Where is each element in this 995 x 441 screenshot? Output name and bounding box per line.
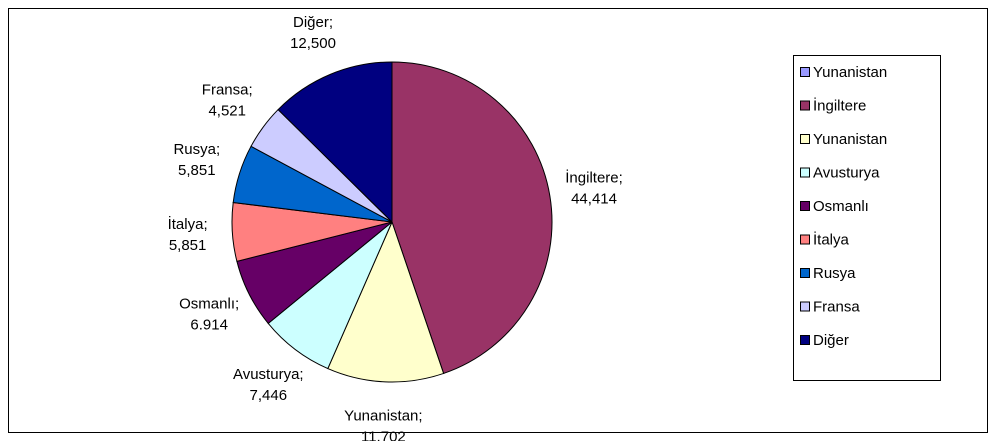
data-label-separator: ; [418, 408, 422, 425]
pie-slice [327, 220, 445, 383]
data-label-category: Osmanlı [179, 295, 235, 312]
legend-swatch [800, 134, 810, 144]
data-label-category: İtalya [168, 215, 205, 233]
legend-box [793, 55, 941, 381]
data-label: İtalya; 5,851 [168, 215, 208, 254]
legend-label: Fransa [813, 298, 860, 315]
data-label-separator: ; [248, 81, 252, 98]
legend-swatch [800, 201, 810, 211]
legend-label: Osmanlı [813, 198, 869, 215]
data-label-value: 6.914 [190, 316, 228, 333]
data-label: Fransa; 4,521 [202, 81, 253, 119]
pie-slice [391, 61, 553, 375]
data-label-category: Diğer [293, 14, 329, 31]
data-label-value: 7,446 [250, 387, 288, 404]
legend-swatch [800, 67, 810, 77]
data-label-category: Avusturya [233, 366, 300, 383]
data-label: İngiltere; 44,414 [565, 168, 623, 207]
legend-swatch [800, 167, 810, 178]
legend-label: İtalya [813, 230, 850, 248]
data-label-separator: ; [299, 366, 303, 383]
data-label-value: 11,702 [361, 429, 406, 441]
pie-slice [277, 61, 393, 224]
data-label-separator: ; [235, 295, 239, 312]
legend-swatch [800, 268, 810, 278]
data-label-separator: ; [203, 216, 207, 233]
data-label-value: 5,851 [178, 162, 216, 179]
legend-label: Avusturya [813, 164, 880, 181]
data-label: Diğer; 12,500 [290, 14, 336, 52]
legend-swatch [800, 335, 810, 345]
data-label: Yunanistan; 11,702 [344, 408, 422, 441]
data-label: Osmanlı; 6.914 [179, 295, 239, 333]
data-label-value: 5,851 [169, 237, 207, 254]
legend-label: Yunanistan [813, 64, 887, 81]
legend-label: İngiltere [813, 96, 866, 114]
data-label: Rusya; 5,851 [173, 141, 220, 179]
data-label-category: Yunanistan [344, 408, 418, 425]
data-label-category: Rusya [173, 141, 216, 158]
data-label-separator: ; [216, 141, 220, 158]
legend-label: Yunanistan [813, 131, 887, 148]
legend-swatch [800, 100, 810, 111]
data-label-value: 44,414 [571, 190, 617, 207]
legend-label: Diğer [813, 332, 849, 349]
data-label-category: Fransa [202, 81, 249, 98]
data-label: Avusturya; 7,446 [233, 366, 304, 404]
data-label-separator: ; [329, 14, 333, 31]
data-label-separator: ; [619, 169, 623, 186]
legend-label: Rusya [813, 265, 856, 282]
data-label-value: 4,521 [208, 102, 246, 119]
data-label-value: 12,500 [290, 35, 336, 52]
data-label-category: İngiltere [565, 168, 618, 186]
legend-swatch [800, 301, 810, 312]
legend-swatch [800, 234, 810, 245]
